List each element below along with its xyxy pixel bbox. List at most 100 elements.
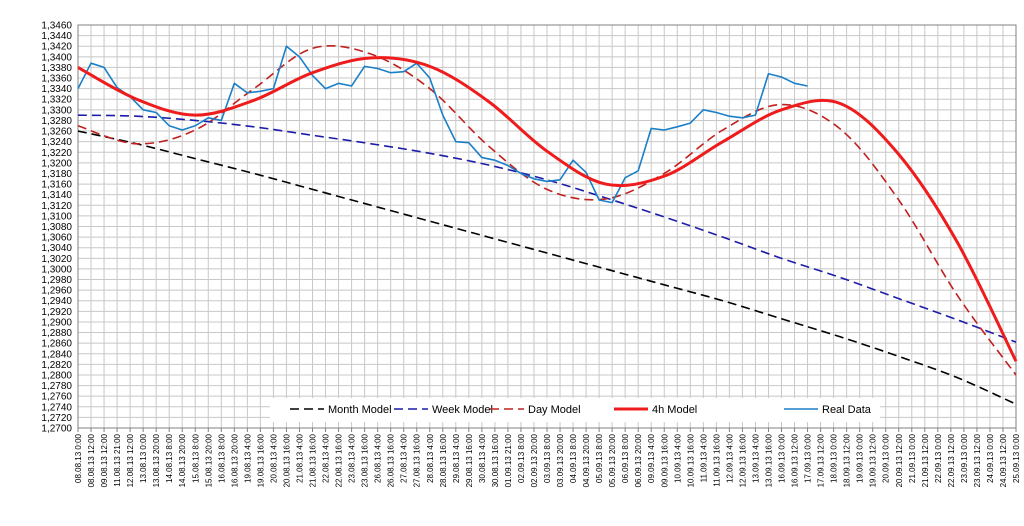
x-tick-label: 23.08.13 16:00: [361, 433, 370, 487]
x-tick-label: 08.08.13 12:00: [87, 433, 96, 487]
y-tick-label: 1,3220: [41, 148, 72, 159]
x-tick-label: 05.09.13 8:00: [595, 433, 604, 482]
x-tick-label: 19.08.13 16:00: [256, 433, 265, 487]
x-tick-label: 09.09.13 16:00: [660, 433, 669, 487]
x-tick-label: 03.09.13 20:00: [556, 433, 565, 487]
x-tick-label: 04.09.13 20:00: [582, 433, 591, 487]
x-tick-label: 12.09.13 4:00: [725, 433, 734, 482]
x-tick-label: 10.09.13 4:00: [673, 433, 682, 482]
y-tick-label: 1,2760: [41, 392, 72, 403]
x-tick-label: 23.09.13 0:00: [960, 433, 969, 482]
series-line-real-data: [77, 45, 808, 204]
x-tick-label: 17.09.13 12:00: [817, 433, 826, 487]
legend-label: Day Model: [528, 404, 581, 416]
y-tick-label: 1,3100: [41, 211, 72, 222]
y-tick-label: 1,3400: [41, 52, 72, 63]
x-tick-label: 01.09.13 21:00: [504, 433, 513, 487]
legend-box: [270, 398, 880, 422]
x-tick-label: 13.08.13 0:00: [139, 433, 148, 482]
y-tick-label: 1,3360: [41, 74, 72, 85]
x-tick-label: 09.08.13 12:00: [100, 433, 109, 487]
y-tick-label: 1,2720: [41, 413, 72, 424]
x-tick-label: 13.09.13 16:00: [764, 433, 773, 487]
x-tick-label: 20.08.13 4:00: [269, 433, 278, 482]
x-tick-label: 27.08.13 16:00: [413, 433, 422, 487]
x-tick-label: 22.08.13 4:00: [322, 433, 331, 482]
y-tick-label: 1,2800: [41, 370, 72, 381]
series-line-month-model: [77, 130, 1017, 405]
y-tick-label: 1,3420: [41, 42, 72, 53]
x-tick-label: 24.09.13 12:00: [999, 433, 1008, 487]
x-tick-label: 30.08.13 4:00: [478, 433, 487, 482]
x-tick-label: 15.08.13 8:00: [191, 433, 200, 482]
x-tick-label: 13.08.13 20:00: [152, 433, 161, 487]
x-tick-label: 11.09.13 4:00: [699, 433, 708, 482]
x-tick-label: 04.09.13 8:00: [569, 433, 578, 482]
y-tick-label: 1,3040: [41, 243, 72, 254]
y-tick-label: 1,3240: [41, 137, 72, 148]
x-tick-label: 30.08.13 16:00: [491, 433, 500, 487]
series-lines: [77, 45, 1018, 405]
y-tick-label: 1,3440: [41, 31, 72, 42]
x-tick-label: 22.09.13 12:00: [947, 433, 956, 487]
x-tick-label: 14.08.13 20:00: [178, 433, 187, 487]
x-tick-label: 10.09.13 16:00: [686, 433, 695, 487]
x-tick-label: 22.09.13 0:00: [934, 433, 943, 482]
y-tick-label: 1,3380: [41, 63, 72, 74]
x-tick-label: 20.09.13 0:00: [882, 433, 891, 482]
y-tick-label: 1,2880: [41, 328, 72, 339]
x-tick-label: 28.08.13 16:00: [439, 433, 448, 487]
x-tick-label: 19.09.13 0:00: [856, 433, 865, 482]
y-tick-label: 1,3300: [41, 105, 72, 116]
y-tick-label: 1,3120: [41, 201, 72, 212]
y-tick-label: 1,3460: [41, 21, 72, 32]
y-tick-label: 1,3320: [41, 95, 72, 106]
x-tick-label: 23.09.13 12:00: [973, 433, 982, 487]
series-line-week-model: [77, 114, 1017, 343]
x-tick-label: 26.08.13 4:00: [374, 433, 383, 482]
x-tick-label: 18.09.13 0:00: [830, 433, 839, 482]
legend-label: Week Model: [432, 404, 493, 416]
y-tick-label: 1,3200: [41, 158, 72, 169]
y-tick-label: 1,2840: [41, 349, 72, 360]
y-tick-label: 1,2920: [41, 307, 72, 318]
y-tick-label: 1,2860: [41, 339, 72, 350]
x-tick-label: 02.09.13 8:00: [517, 433, 526, 482]
x-tick-label: 16.09.13 0:00: [778, 433, 787, 482]
x-tick-label: 14.08.13 8:00: [165, 433, 174, 482]
y-tick-label: 1,2820: [41, 360, 72, 371]
x-tick-label: 20.09.13 12:00: [895, 433, 904, 487]
x-tick-label: 19.08.13 4:00: [243, 433, 252, 482]
x-tick-label: 06.09.13 8:00: [621, 433, 630, 482]
x-tick-label: 03.09.13 8:00: [543, 433, 552, 482]
x-tick-label: 28.08.13 4:00: [426, 433, 435, 482]
y-tick-label: 1,3080: [41, 222, 72, 233]
y-tick-label: 1,2740: [41, 402, 72, 413]
y-tick-label: 1,3260: [41, 127, 72, 138]
gridlines: [77, 24, 1017, 429]
y-tick-label: 1,2940: [41, 296, 72, 307]
x-tick-label: 15.08.13 20:00: [204, 433, 213, 487]
y-tick-label: 1,2980: [41, 275, 72, 286]
x-tick-label: 23.08.13 4:00: [348, 433, 357, 482]
x-tick-label: 24.09.13 0:00: [986, 433, 995, 482]
x-tick-label: 09.09.13 4:00: [647, 433, 656, 482]
x-tick-label: 16.08.13 8:00: [217, 433, 226, 482]
x-tick-label: 21.08.13 4:00: [295, 433, 304, 482]
x-tick-label: 17.09.13 0:00: [804, 433, 813, 482]
x-tick-label: 26.08.13 16:00: [387, 433, 396, 487]
x-tick-label: 27.08.13 4:00: [400, 433, 409, 482]
y-tick-label: 1,3180: [41, 169, 72, 180]
x-tick-label: 25.09.13 0:00: [1012, 433, 1021, 482]
x-tick-label: 18.09.13 12:00: [843, 433, 852, 487]
y-tick-label: 1,3280: [41, 116, 72, 127]
y-tick-label: 1,3140: [41, 190, 72, 201]
x-tick-label: 21.09.13 0:00: [908, 433, 917, 482]
x-tick-label: 12.08.13 12:00: [126, 433, 135, 487]
legend-label: Month Model: [328, 404, 392, 416]
x-tick-label: 16.09.13 12:00: [791, 433, 800, 487]
x-tick-label: 05.09.13 20:00: [608, 433, 617, 487]
y-tick-label: 1,3060: [41, 233, 72, 244]
legend-label: 4h Model: [652, 404, 697, 416]
series-line-day-model: [77, 45, 1017, 376]
